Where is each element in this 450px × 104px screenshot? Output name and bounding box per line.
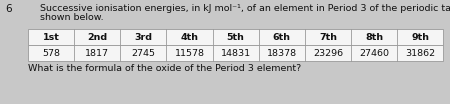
Text: What is the formula of the oxide of the Period 3 element?: What is the formula of the oxide of the … — [28, 64, 301, 73]
Text: 6th: 6th — [273, 33, 291, 42]
Text: Successive ionisation energies, in kJ mol⁻¹, of an element in Period 3 of the pe: Successive ionisation energies, in kJ mo… — [40, 4, 450, 13]
Text: 578: 578 — [42, 49, 60, 58]
Text: 8th: 8th — [365, 33, 383, 42]
Text: 11578: 11578 — [175, 49, 204, 58]
Bar — [28, 45, 443, 61]
Text: 31862: 31862 — [405, 49, 435, 58]
Text: 5th: 5th — [227, 33, 244, 42]
Text: 6: 6 — [5, 4, 12, 14]
Text: 27460: 27460 — [359, 49, 389, 58]
Text: 14831: 14831 — [220, 49, 251, 58]
Text: 7th: 7th — [319, 33, 337, 42]
Text: 1st: 1st — [43, 33, 59, 42]
Text: 18378: 18378 — [267, 49, 297, 58]
Text: 2745: 2745 — [131, 49, 155, 58]
Text: 3rd: 3rd — [134, 33, 152, 42]
Text: 1817: 1817 — [85, 49, 109, 58]
Text: 2nd: 2nd — [87, 33, 107, 42]
Text: 23296: 23296 — [313, 49, 343, 58]
Bar — [28, 29, 443, 45]
Text: shown below.: shown below. — [40, 13, 104, 22]
Text: 4th: 4th — [180, 33, 198, 42]
Text: 9th: 9th — [411, 33, 429, 42]
